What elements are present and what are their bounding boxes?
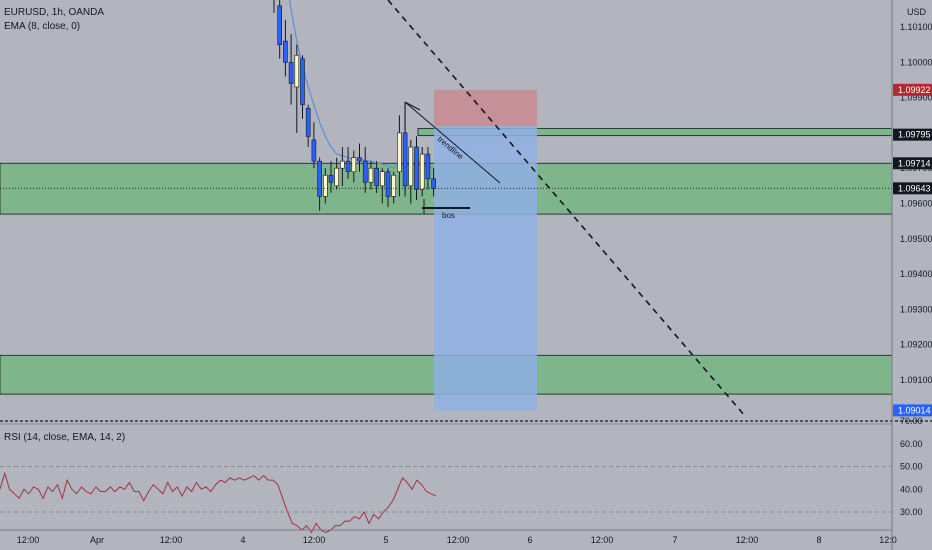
- price-tick-7: 1.09300: [900, 304, 932, 314]
- candle-body-14: [351, 157, 357, 173]
- price-tick-2: 1.09900: [900, 93, 932, 103]
- time-tick-1: Apr: [90, 535, 104, 545]
- candle-body-9: [322, 174, 328, 197]
- price-tick-4: 1.09600: [900, 199, 932, 209]
- candle-body-26: [419, 153, 425, 190]
- rsi-tick-3: 40.00: [900, 484, 923, 494]
- price-tick-0: 1.10100: [900, 22, 932, 32]
- price-badge-bg-4: [893, 404, 932, 417]
- time-tick-7: 6: [527, 535, 532, 545]
- time-tick-8: 12:00: [591, 535, 614, 545]
- candle-body-6: [305, 107, 311, 137]
- trendline-main: [404, 101, 501, 184]
- price-tick-6: 1.09400: [900, 269, 932, 279]
- rsi-tick-4: 30.00: [900, 507, 923, 517]
- candle-body-28: [431, 178, 436, 189]
- candle-body-2: [283, 40, 288, 63]
- candle-body-25: [414, 146, 419, 190]
- ema-line: [288, 0, 434, 169]
- candle-body-27: [425, 153, 431, 180]
- take-profit-box: [434, 126, 537, 411]
- candle-body-18: [374, 167, 379, 187]
- trendline-top: [404, 101, 421, 111]
- price-badge-4: 1.09014: [898, 405, 931, 415]
- price-badge-bg-1: [893, 128, 932, 141]
- candle-body-20: [385, 171, 391, 197]
- candle-body-4: [294, 54, 300, 88]
- candle-body-16: [362, 160, 368, 183]
- price-badge-0: 1.09922: [898, 85, 931, 95]
- candle-body-17: [368, 167, 374, 183]
- candle-body-22: [397, 132, 402, 173]
- time-tick-6: 12:00: [447, 535, 470, 545]
- candle-body-12: [340, 160, 345, 169]
- time-tick-0: 12:00: [17, 535, 40, 545]
- rsi-tick-0: 70.00: [900, 416, 923, 426]
- time-tick-5: 5: [383, 535, 388, 545]
- price-badge-bg-2: [893, 157, 932, 170]
- time-tick-3: 4: [240, 535, 245, 545]
- candle-body-23: [402, 132, 408, 187]
- candle-body-5: [300, 58, 305, 105]
- candle-body-24: [408, 146, 414, 187]
- rsi-axis-ticks: 70.00 60.00 50.00 40.00 30.00: [900, 416, 923, 517]
- price-tick-8: 1.09200: [900, 340, 932, 350]
- time-tick-10: 12:00: [736, 535, 759, 545]
- price-axis-ticks: 1.101001.100001.099001.097001.096001.095…: [900, 22, 932, 385]
- stop-loss-box: [434, 89, 537, 127]
- price-tick-5: 1.09500: [900, 234, 932, 244]
- candles-layer: [273, 0, 436, 211]
- candle-body-15: [357, 157, 362, 162]
- rsi-label: RSI (14, close, EMA, 14, 2): [4, 432, 125, 443]
- projection-dashed-line[interactable]: [387, 0, 746, 417]
- time-tick-2: 12:00: [160, 535, 183, 545]
- symbol-legend[interactable]: EURUSD, 1h, OANDA: [4, 7, 104, 18]
- price-badge-2: 1.09714: [898, 158, 931, 168]
- rsi-line: [0, 471, 437, 534]
- time-axis-ticks: 12:00 Apr 12:00 4 12:00 5 12:00 6 12:00 7 12:00 8 12…: [17, 535, 897, 545]
- price-tick-1: 1.10000: [900, 57, 932, 67]
- time-tick-11: 8: [816, 535, 821, 545]
- currency-label: USD: [907, 7, 927, 17]
- candle-body-21: [391, 174, 397, 197]
- price-badge-bg-0: [893, 83, 932, 96]
- candle-body-13: [345, 160, 351, 173]
- rsi-bands: [0, 466, 892, 513]
- time-tick-9: 7: [672, 535, 677, 545]
- candle-body-8: [317, 160, 322, 197]
- position-layer: [434, 89, 537, 411]
- candle-body-3: [288, 61, 294, 84]
- rsi-tick-1: 60.00: [900, 439, 923, 449]
- price-badge-1: 1.09795: [898, 130, 931, 140]
- price-badge-3: 1.09643: [898, 183, 931, 193]
- time-tick-4: 12:00: [303, 535, 326, 545]
- candle-body-19: [379, 171, 385, 187]
- candle-body-1: [277, 5, 283, 45]
- ema-legend[interactable]: EMA (8, close, 0): [4, 21, 80, 32]
- candle-body-10: [328, 174, 334, 183]
- bos-label: bos: [442, 211, 455, 220]
- candle-body-7: [311, 139, 317, 162]
- candle-body-11: [334, 167, 340, 187]
- price-badges: 1.09922 1.09795 1.09714 1.09643 1.09014: [893, 83, 932, 417]
- price-tick-9: 1.09100: [900, 375, 932, 385]
- time-tick-12: 12:0: [879, 535, 897, 545]
- rsi-tick-2: 50.00: [900, 462, 923, 472]
- price-badge-bg-3: [893, 182, 932, 195]
